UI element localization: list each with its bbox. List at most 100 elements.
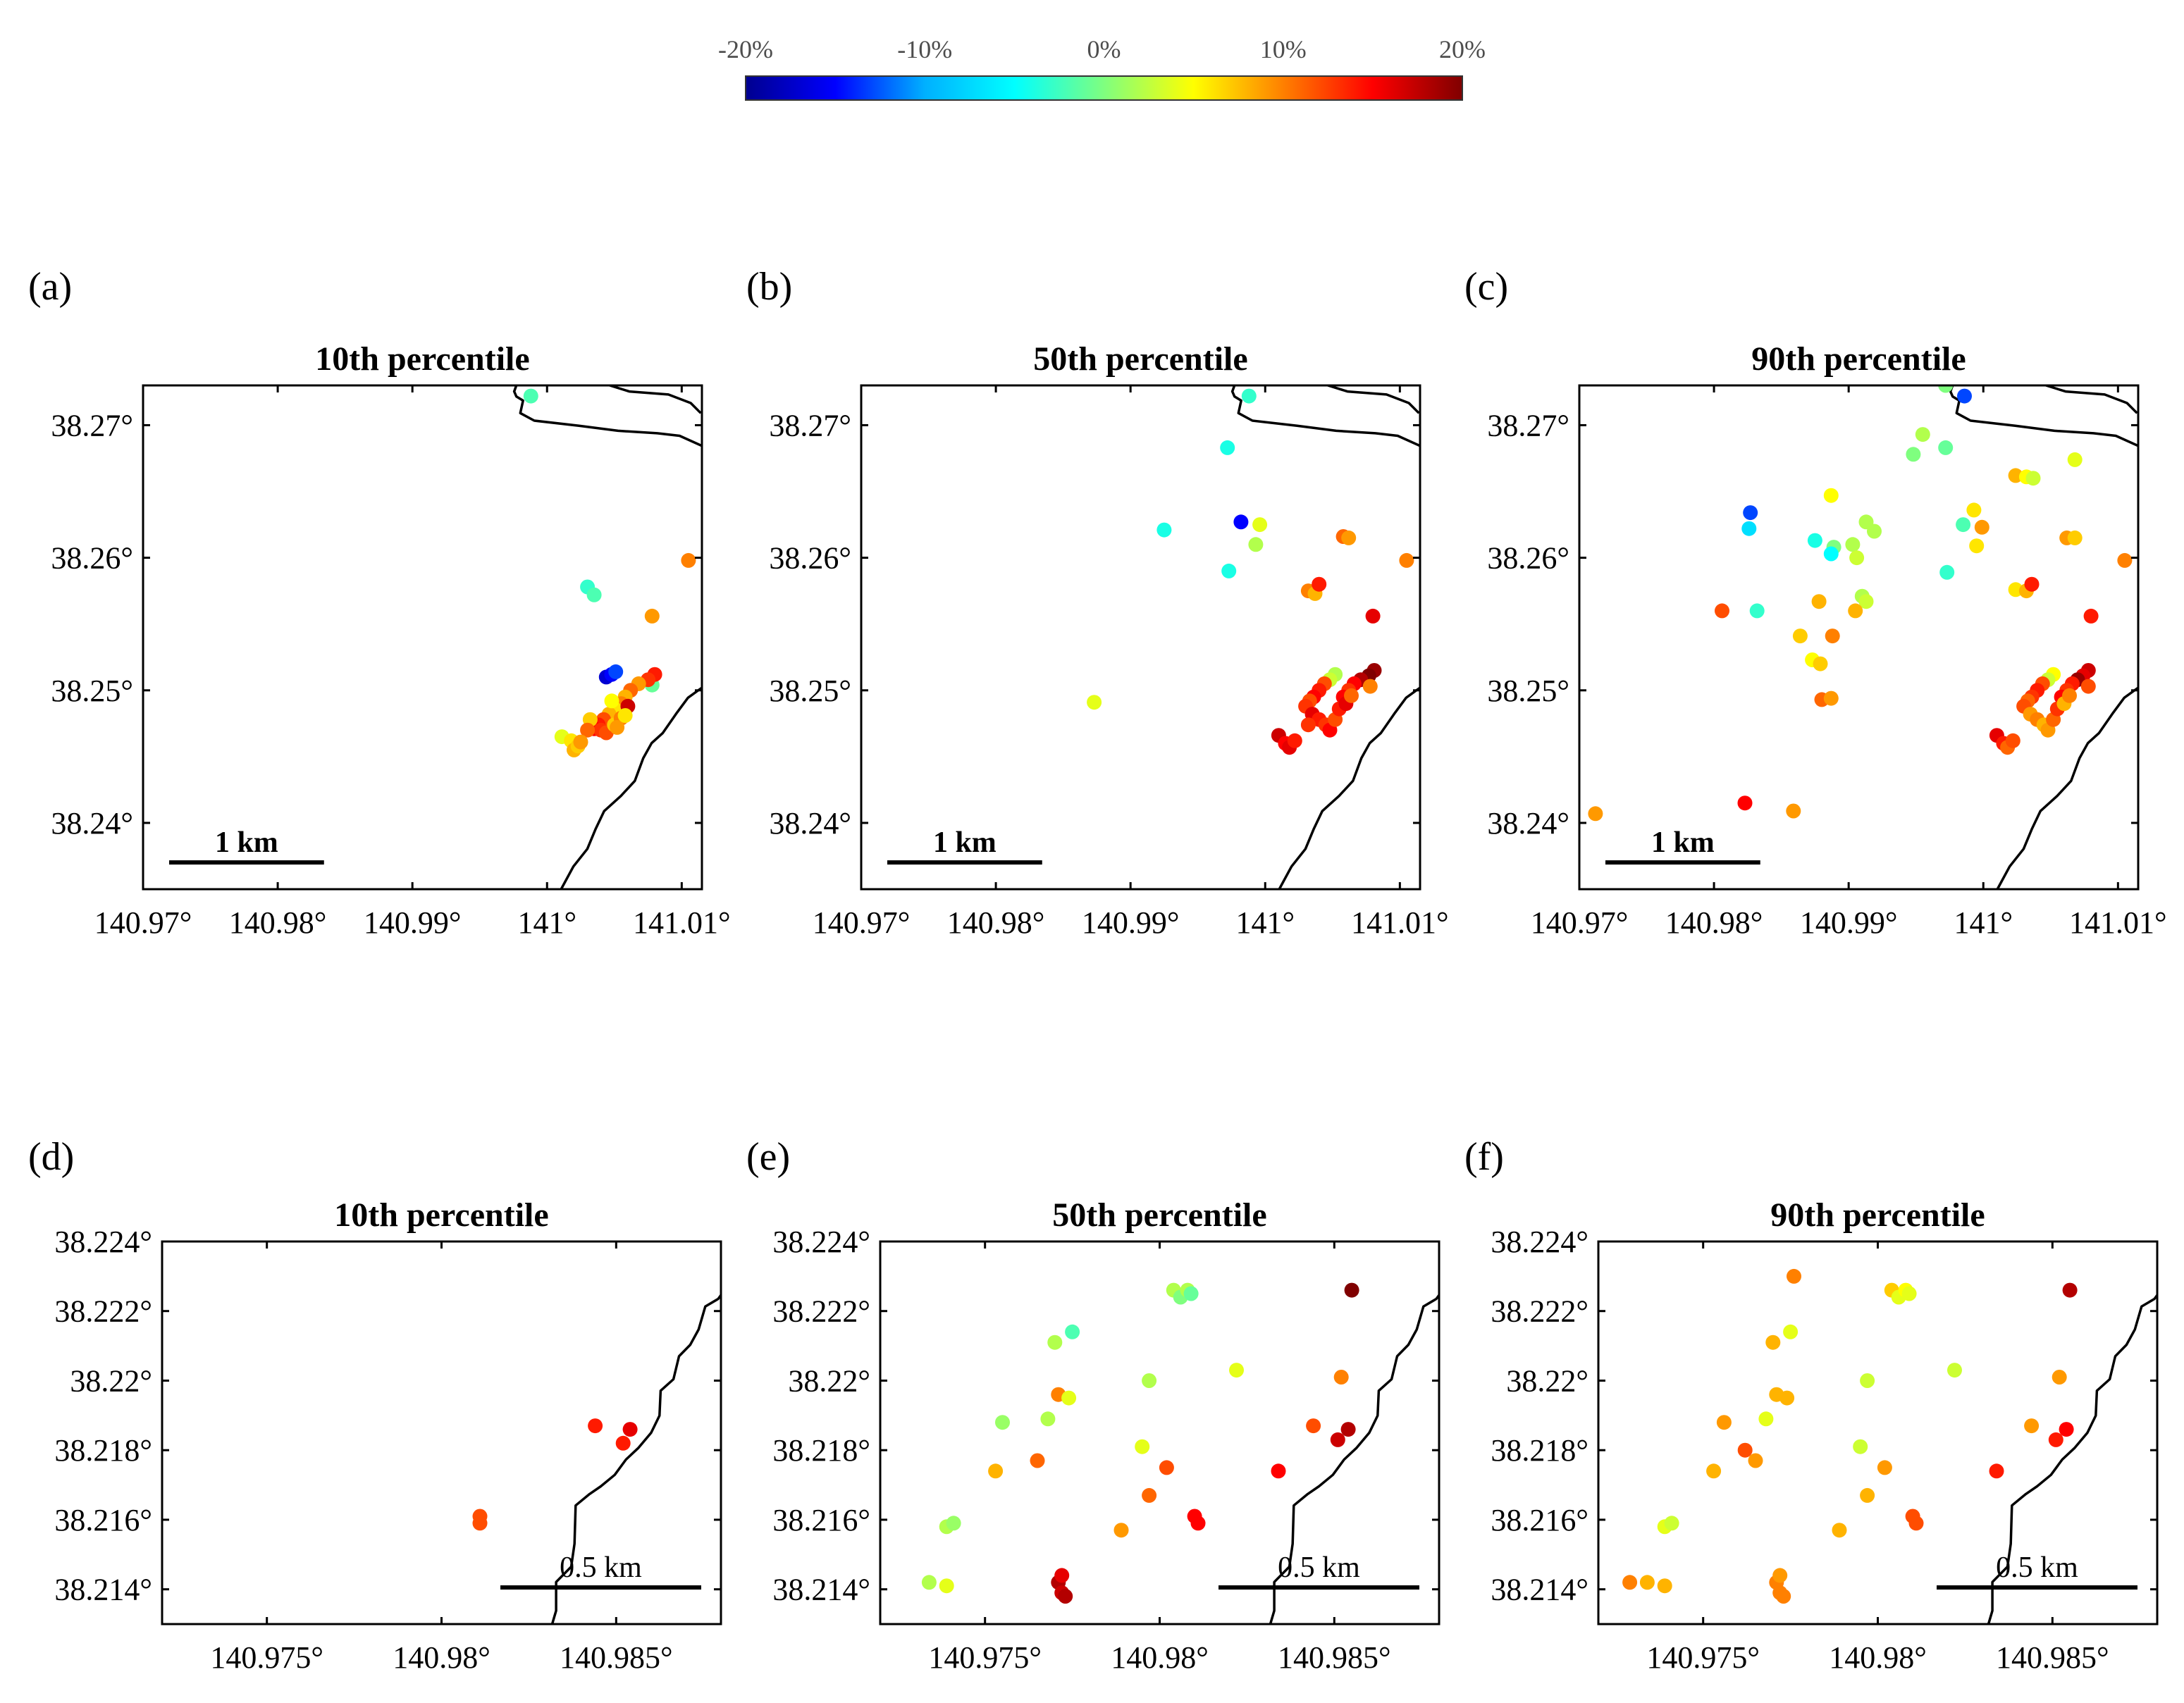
coastline-path	[550, 1294, 721, 1624]
x-tick-label: 140.98°	[393, 1640, 491, 1675]
data-point	[1867, 524, 1882, 539]
data-point	[1823, 488, 1839, 503]
panel-b: (b) 50th percentile 140.97° 140.98° 140.99° 1…	[746, 265, 1449, 940]
data-point	[1061, 1390, 1077, 1406]
data-point	[1947, 1363, 1962, 1378]
coastline	[1987, 1294, 2157, 1624]
data-point	[1758, 1411, 1774, 1427]
x-tick-label: 140.98°	[229, 905, 327, 940]
coastline-path	[1278, 686, 1420, 889]
data-point	[1330, 1432, 1345, 1447]
data-point	[1113, 1523, 1129, 1538]
data-point	[1340, 1422, 1356, 1437]
data-point	[1858, 594, 1874, 609]
data-point	[1877, 1460, 1892, 1475]
coastline-path	[2045, 385, 2138, 414]
x-tick-label: 140.99°	[1800, 905, 1898, 940]
data-point	[1058, 1589, 1073, 1604]
data-point	[921, 1575, 937, 1590]
scatter-points	[1588, 385, 2133, 822]
x-tick-label: 141°	[517, 905, 576, 940]
coastline-path	[609, 385, 702, 414]
coastline-path	[560, 686, 702, 889]
data-point	[1344, 688, 1359, 703]
scatter-points	[1087, 388, 1414, 755]
data-point	[2067, 452, 2083, 467]
x-tick-label: 141.01°	[1351, 905, 1449, 940]
y-tick-label: 38.26°	[769, 541, 851, 576]
x-tick-label: 140.98°	[947, 905, 1045, 940]
data-point	[1969, 538, 1985, 554]
panel-title: 90th percentile	[1770, 1196, 1985, 1234]
data-point	[1252, 517, 1268, 533]
y-tick-label: 38.24°	[51, 806, 133, 841]
data-point	[1957, 388, 1972, 404]
data-point	[2067, 530, 2083, 545]
data-point	[1142, 1487, 1157, 1503]
x-tick-label: 141.01°	[2069, 905, 2167, 940]
coastline	[1269, 1294, 1439, 1624]
panel-title: 10th percentile	[334, 1196, 548, 1234]
data-point	[1344, 1282, 1359, 1298]
data-point	[1901, 1286, 1917, 1301]
data-point	[1779, 1390, 1795, 1406]
data-point	[1300, 717, 1316, 733]
colorbar: -20% -10% 0% 10% 20%	[718, 35, 1486, 101]
data-point	[1229, 1363, 1244, 1378]
scale-bar-label: 0.5 km	[560, 1552, 642, 1584]
x-tick-label: 141°	[1954, 905, 2013, 940]
data-point	[1787, 1268, 1801, 1284]
x-tick-label: 140.97°	[94, 905, 192, 940]
data-point	[1664, 1516, 1679, 1531]
data-point	[1765, 1334, 1781, 1350]
data-point	[1040, 1411, 1056, 1427]
y-tick-label: 38.222°	[772, 1294, 870, 1329]
panel-letter: (e)	[746, 1135, 790, 1179]
data-point	[580, 722, 596, 738]
data-point	[1786, 803, 1801, 819]
data-point	[1748, 1453, 1763, 1468]
x-tick-label: 140.99°	[1082, 905, 1180, 940]
panel-title: 10th percentile	[315, 340, 529, 378]
y-tick-label: 38.25°	[1487, 674, 1569, 708]
y-tick-label: 38.25°	[51, 674, 133, 708]
data-point	[622, 1422, 638, 1437]
data-point	[1706, 1463, 1722, 1479]
data-point	[1737, 1442, 1753, 1458]
panel-letter: (a)	[28, 265, 72, 309]
scatter-points	[472, 1418, 638, 1531]
data-point	[608, 664, 624, 679]
data-point	[1159, 1460, 1174, 1475]
data-point	[2024, 1418, 2040, 1434]
data-point	[1306, 1418, 1321, 1434]
panel-f: (f) 90th percentile 140.975° 140.98° 140.985…	[1464, 1135, 2159, 1675]
data-point	[1312, 576, 1327, 592]
data-point	[1030, 1453, 1045, 1468]
data-point	[939, 1578, 954, 1594]
data-point	[1749, 603, 1765, 619]
panel-c: (c) 90th percentile 140.97° 140.98° 140.99° 1…	[1464, 265, 2167, 940]
scatter-points	[921, 1282, 1359, 1604]
data-point	[1333, 1370, 1349, 1385]
x-tick-label: 140.985°	[1278, 1640, 1391, 1675]
scatter-points	[1622, 1268, 2078, 1604]
coastline-path	[1230, 385, 1420, 447]
x-tick-label: 140.975°	[1646, 1640, 1760, 1675]
x-tick-label: 140.975°	[928, 1640, 1042, 1675]
data-point	[681, 552, 696, 568]
y-tick-label: 38.218°	[54, 1433, 152, 1468]
data-point	[1054, 1568, 1070, 1583]
y-tick-label: 38.22°	[788, 1363, 870, 1398]
data-point	[1190, 1516, 1206, 1531]
y-tick-label: 38.26°	[51, 541, 133, 576]
data-point	[1853, 1439, 1868, 1454]
data-point	[2059, 1422, 2074, 1437]
data-point	[573, 734, 588, 750]
data-point	[1065, 1324, 1080, 1339]
y-tick-label: 38.222°	[54, 1294, 152, 1329]
x-tick-label: 140.98°	[1829, 1640, 1927, 1675]
panel-title: 50th percentile	[1052, 1196, 1266, 1234]
coastline	[1230, 385, 1420, 889]
x-tick-label: 141°	[1235, 905, 1295, 940]
